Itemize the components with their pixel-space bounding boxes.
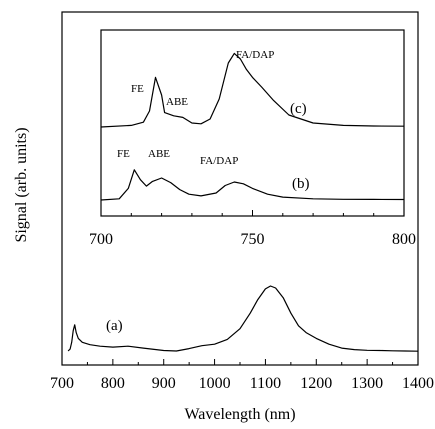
annotation-b-label: (b) (292, 176, 310, 192)
main-x-tick-label: 1300 (351, 375, 383, 392)
main-x-tick-label: 1000 (199, 375, 231, 392)
x-axis-title: Wavelength (nm) (184, 406, 295, 423)
annotation-a: (a) (106, 318, 123, 334)
series-c-line (100, 52, 405, 128)
annotation-b-fe: FE (117, 148, 130, 160)
inset-x-ticks (100, 210, 405, 216)
series-a-line (67, 285, 419, 352)
annotation-c-fe: FE (131, 83, 144, 95)
main-x-tick-label: 800 (101, 375, 125, 392)
annotation-b-fadap: FA/DAP (200, 155, 238, 167)
main-plot-frame (61, 11, 419, 366)
annotation-c-label: (c) (290, 101, 307, 117)
annotation-b-abe: ABE (148, 148, 170, 160)
main-x-tick-label: 900 (152, 375, 176, 392)
main-x-tick-labels: 700 800 900 1000 1100 1200 1300 1400 (50, 375, 434, 392)
inset-x-tick-label: 800 (392, 231, 416, 248)
annotation-c-fadap: FA/DAP (236, 49, 274, 61)
annotation-c-abe: ABE (166, 96, 188, 108)
series-b-line (100, 169, 405, 201)
main-x-tick-label: 1400 (402, 375, 434, 392)
main-x-tick-label: 1100 (250, 375, 281, 392)
inset-x-tick-labels: 700 750 800 (89, 231, 416, 248)
inset-x-tick-label: 750 (241, 231, 265, 248)
main-x-ticks (61, 359, 419, 365)
inset-x-tick-label: 700 (89, 231, 113, 248)
main-x-tick-label: 700 (50, 375, 74, 392)
y-axis-title: Signal (arb. units) (13, 127, 30, 242)
main-x-tick-label: 1200 (300, 375, 332, 392)
